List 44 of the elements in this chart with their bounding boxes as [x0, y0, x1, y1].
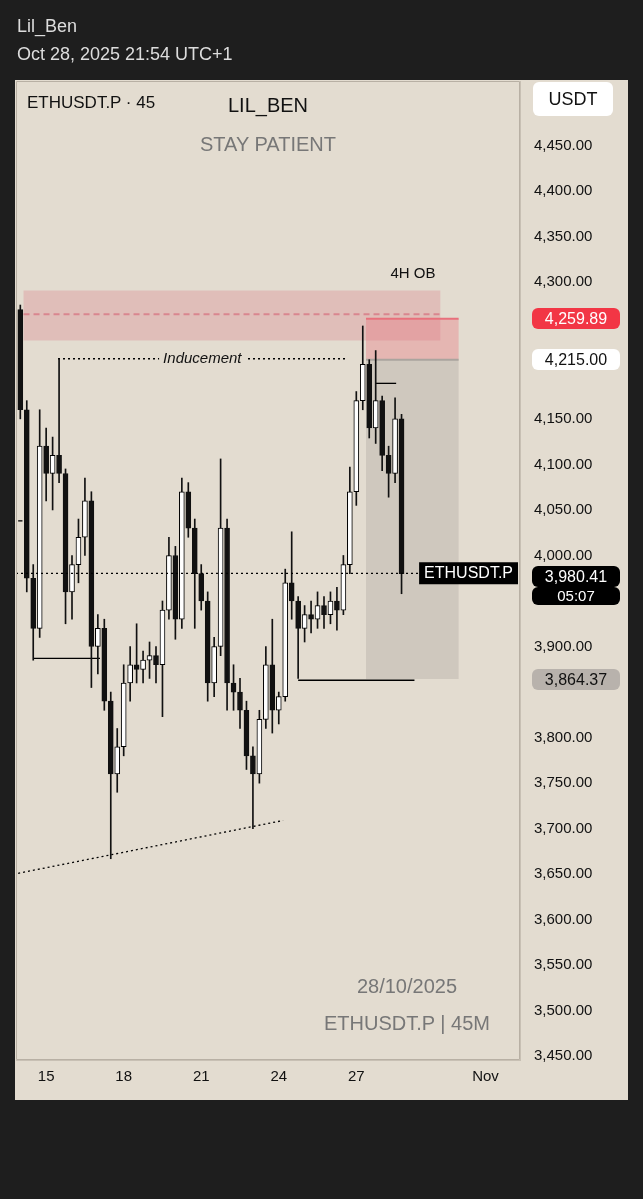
y-tick-label: 3,600.00 [534, 909, 593, 927]
text: 05:07 [532, 587, 620, 605]
candlestick [56, 358, 62, 483]
text: USDT [533, 82, 613, 116]
y-tick-label: 4,050.00 [534, 500, 593, 518]
y-tick-label: 4,100.00 [534, 454, 593, 472]
series-label: Inducement [163, 348, 243, 366]
annotation: 4H OB [390, 264, 436, 281]
x-tick-label: 24 [270, 1067, 288, 1085]
x-tick-label: 21 [192, 1067, 210, 1085]
x-tick-label: 27 [347, 1067, 365, 1085]
annotation: ETHUSDT.P | 45M [324, 1012, 490, 1035]
y-tick-label: 3,700.00 [534, 818, 593, 836]
y-tick-label: 4,400.00 [534, 181, 593, 199]
y-tick-label: 4,350.00 [534, 226, 593, 244]
text: 3,864.37 [532, 669, 620, 690]
x-tick-label: 15 [37, 1067, 55, 1085]
text: Lil_Ben [17, 16, 78, 37]
text: Oct 28, 2025 21:54 UTC+1 [17, 44, 233, 65]
text: ETHUSDT.P · 45 [27, 93, 156, 113]
y-tick-label: 3,500.00 [534, 1000, 593, 1018]
x-tick-label: Nov [472, 1067, 500, 1085]
candlestick [288, 531, 295, 620]
y-tick-label: 4,450.00 [534, 135, 593, 153]
text: 3,980.41 [532, 566, 620, 587]
x-tick-label: 18 [115, 1067, 133, 1085]
annotation: 28/10/2025 [356, 975, 458, 998]
ref-line-label: ETHUSDT.P [424, 563, 513, 581]
y-tick-label: 3,450.00 [534, 1046, 593, 1064]
y-tick-label: 3,800.00 [534, 727, 593, 745]
annotation: STAY PATIENT [200, 133, 336, 156]
candlestick [308, 600, 314, 634]
candlestick [250, 746, 256, 830]
y-tick-label: 3,750.00 [534, 773, 593, 791]
candlestick [334, 587, 340, 631]
annotation: LIL_BEN [227, 94, 309, 117]
text: 4,259.89 [532, 308, 620, 329]
y-tick-label: 3,650.00 [534, 864, 593, 882]
y-tick-label: 4,300.00 [534, 272, 593, 290]
y-tick-label: 4,000.00 [534, 545, 593, 563]
y-tick-label: 4,150.00 [534, 409, 593, 427]
y-tick-label: 3,900.00 [534, 636, 593, 654]
text: 4,215.00 [532, 349, 620, 370]
y-tick-label: 3,550.00 [534, 955, 593, 973]
